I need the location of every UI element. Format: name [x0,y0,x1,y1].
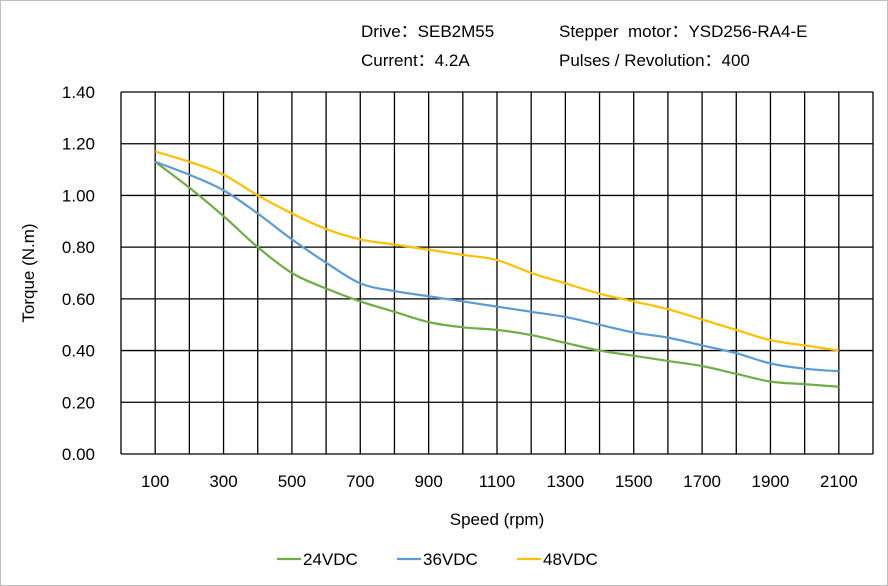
y-tick-label: 0.20 [62,393,95,412]
series-line-24VDC [154,160,839,388]
legend-label: 24VDC [303,550,358,569]
current-label: Current：4.2A [361,51,470,70]
y-tick-label: 1.00 [62,186,95,205]
x-axis-label: Speed (rpm) [450,510,544,529]
y-tick-label: 0.60 [62,290,95,309]
x-tick-label: 100 [141,472,169,491]
pulses-label: Pulses / Revolution：400 [559,51,750,70]
x-tick-label: 1700 [683,472,721,491]
y-tick-label: 0.40 [62,342,95,361]
y-tick-label: 1.20 [62,135,95,154]
legend-label: 36VDC [423,550,478,569]
series-line-48VDC [154,150,839,352]
series-line-36VDC [154,160,839,373]
y-tick-label: 0.00 [62,445,95,464]
x-tick-label: 1300 [546,472,584,491]
x-tick-label: 1100 [479,472,516,491]
x-tick-label: 700 [346,472,374,491]
x-tick-label: 900 [414,472,442,491]
motor-label: Stepper motor：YSD256-RA4-E [559,22,808,41]
x-tick-label: 500 [278,472,306,491]
x-tick-label: 2100 [820,472,858,491]
legend-label: 48VDC [543,550,598,569]
y-tick-label: 0.80 [62,238,95,257]
x-tick-label: 300 [209,472,237,491]
x-tick-label: 1500 [615,472,653,491]
y-axis-label: Torque (N.m) [19,223,38,322]
y-tick-label: 1.40 [62,83,95,102]
drive-label: Drive：SEB2M55 [361,22,495,41]
x-tick-label: 1900 [752,472,790,491]
